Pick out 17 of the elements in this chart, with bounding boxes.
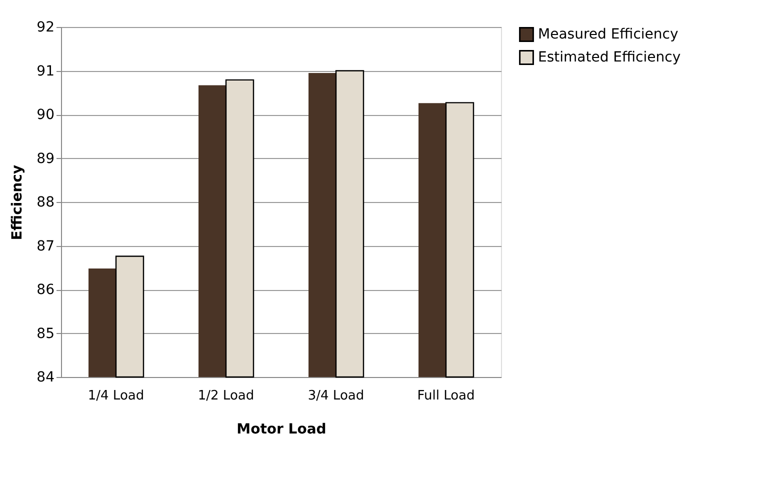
y-tick-label: 91 — [36, 63, 54, 80]
x-tick-label: 1/2 Load — [198, 388, 254, 404]
y-tick-label: 84 — [36, 370, 55, 386]
legend-label: Estimated Efficiency — [538, 50, 681, 66]
y-tick-label: 87 — [36, 238, 54, 254]
x-axis-title: Motor Load — [236, 422, 326, 438]
y-axis-title: Efficiency — [10, 164, 26, 240]
y-tick-label: 88 — [36, 194, 54, 210]
x-tick-label: 1/4 Load — [88, 388, 144, 404]
legend-label: Measured Efficiency — [538, 26, 678, 42]
y-tick-label: 92 — [36, 20, 54, 36]
x-tick-label: 3/4 Load — [308, 388, 364, 404]
y-tick-label: 89 — [36, 150, 54, 167]
y-tick-label: 90 — [36, 107, 54, 123]
y-tick-label: 85 — [36, 326, 54, 342]
x-tick-label: Full Load — [417, 388, 475, 404]
y-tick-label: 86 — [36, 282, 55, 298]
